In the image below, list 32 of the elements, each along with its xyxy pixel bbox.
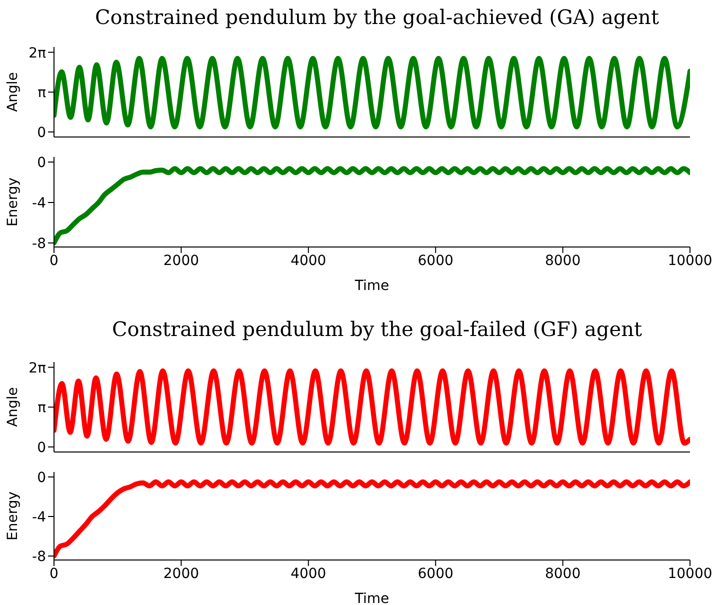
x-tick-label: 2000 — [163, 252, 200, 269]
x-axis-title: Time — [354, 278, 390, 294]
chart-title: Constrained pendulum by the goal-achieved (GA) agent — [95, 4, 659, 31]
y-tick-label: π — [38, 85, 47, 102]
y-tick-label: 0 — [37, 124, 46, 141]
y-axis-title: Angle — [4, 72, 21, 112]
y-tick-label: 0 — [37, 155, 46, 172]
y-tick-label: -8 — [32, 549, 46, 566]
y-axis-title: Angle — [4, 387, 21, 427]
y-tick-label: 2π — [28, 45, 47, 62]
y-tick-label: 0 — [37, 470, 46, 486]
chart-title: Constrained pendulum by the goal-failed (GF) agent — [112, 316, 642, 343]
x-tick-label: 0 — [50, 566, 58, 582]
x-tick-label: 4000 — [290, 566, 326, 582]
y-tick-label: 2π — [28, 360, 47, 376]
x-tick-label: 8000 — [544, 566, 581, 582]
y-tick-label: -4 — [32, 509, 46, 526]
y-tick-label: -8 — [32, 236, 46, 252]
x-tick-label: 6000 — [418, 252, 454, 269]
x-tick-label: 0 — [50, 252, 58, 269]
x-tick-label: 2000 — [163, 566, 200, 582]
x-axis-title: Time — [354, 591, 390, 605]
y-tick-label: -4 — [32, 195, 46, 212]
y-axis-title: Energy — [4, 491, 21, 541]
x-tick-label: 4000 — [290, 252, 326, 269]
y-tick-label: π — [38, 400, 47, 416]
y-tick-label: 0 — [37, 440, 46, 456]
x-tick-label: 10000 — [668, 252, 712, 269]
x-tick-label: 10000 — [668, 566, 712, 582]
x-tick-label: 8000 — [544, 252, 581, 269]
x-tick-label: 6000 — [418, 566, 454, 582]
y-axis-title: Energy — [4, 177, 21, 227]
